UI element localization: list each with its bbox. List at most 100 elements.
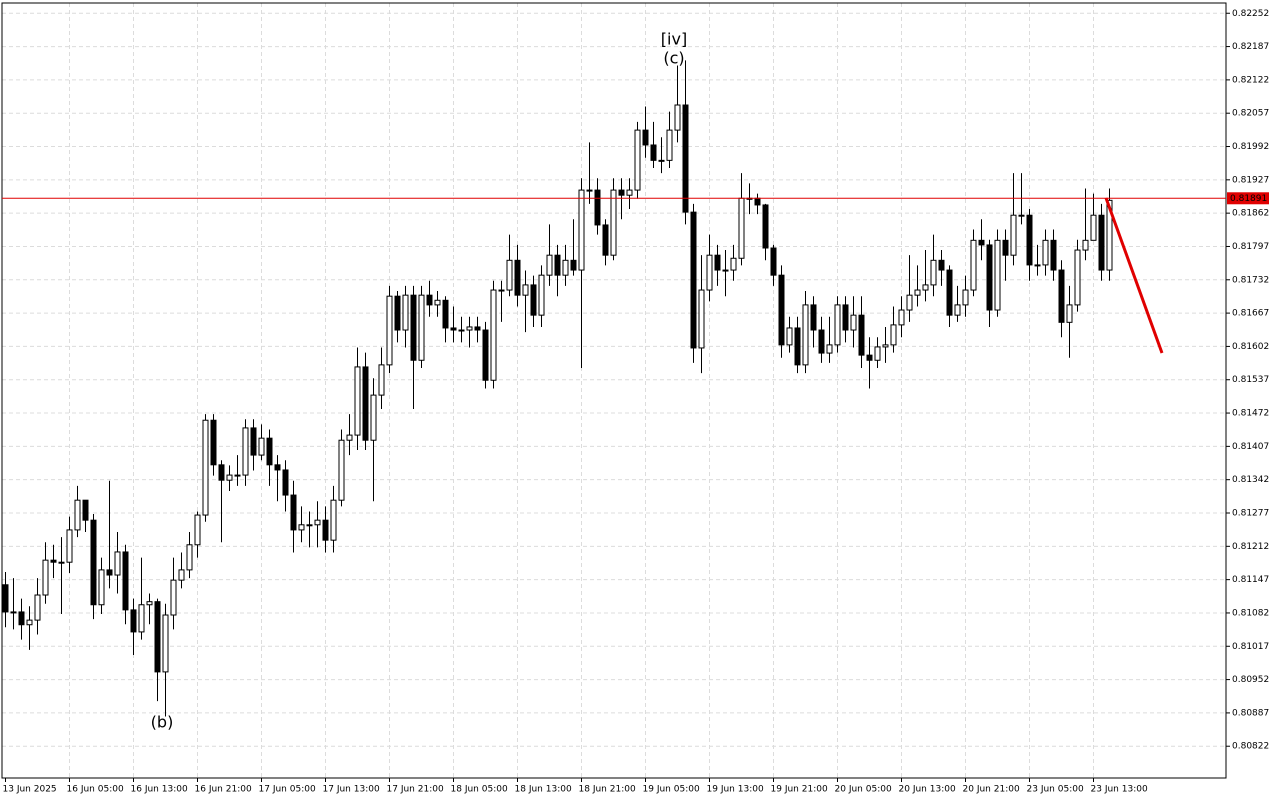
candle-body xyxy=(266,437,273,466)
candle-body xyxy=(50,559,57,563)
candle-body xyxy=(834,304,841,346)
candle-body xyxy=(618,189,625,196)
x-tick-label: 13 Jun 2025 xyxy=(3,785,57,795)
y-tick-label: 0.82122 xyxy=(1232,75,1269,85)
x-tick-label: 19 Jun 05:00 xyxy=(643,785,700,795)
candle-body xyxy=(442,299,449,329)
x-tick-label: 19 Jun 21:00 xyxy=(771,785,828,795)
candle-body xyxy=(594,189,601,226)
candle-body xyxy=(1018,214,1025,217)
candle-body xyxy=(1058,269,1065,323)
candle-body xyxy=(666,129,673,161)
x-tick-label: 16 Jun 05:00 xyxy=(67,785,124,795)
x-tick-label: 23 Jun 13:00 xyxy=(1091,785,1148,795)
candle-body xyxy=(138,604,145,633)
candle-body xyxy=(682,104,689,213)
candle-body xyxy=(146,601,153,606)
candle-body xyxy=(858,314,865,356)
candle-body xyxy=(450,327,457,331)
plot-frame xyxy=(1,2,1227,779)
y-tick-label: 0.81472 xyxy=(1232,409,1269,419)
candle-body xyxy=(810,304,817,331)
x-tick-label: 16 Jun 21:00 xyxy=(195,785,252,795)
candle-body xyxy=(242,427,249,476)
candle-body xyxy=(354,366,361,436)
candle-body xyxy=(946,269,953,316)
candle-body xyxy=(906,294,913,311)
candle-body xyxy=(818,329,825,354)
y-tick-label: 0.81277 xyxy=(1232,509,1269,519)
candle-body xyxy=(178,569,185,581)
y-tick-label: 0.81732 xyxy=(1232,275,1269,285)
candle-body xyxy=(274,464,281,471)
candle-body xyxy=(1082,239,1089,251)
candle-body xyxy=(698,289,705,349)
x-tick-label: 20 Jun 21:00 xyxy=(963,785,1020,795)
candle-body xyxy=(1026,214,1033,266)
candle-body xyxy=(586,189,593,192)
candle-body xyxy=(770,247,777,276)
candle-body xyxy=(314,519,321,526)
y-tick-label: 0.81407 xyxy=(1232,442,1269,452)
y-tick-label: 0.82252 xyxy=(1232,9,1269,19)
candle-body xyxy=(634,129,641,191)
candle-body xyxy=(722,269,729,272)
candle-body xyxy=(714,254,721,271)
candle-body xyxy=(962,289,969,306)
candle-body xyxy=(1098,214,1105,271)
candle-body xyxy=(418,294,425,361)
candle-body xyxy=(394,295,401,331)
y-tick-label: 0.81147 xyxy=(1232,575,1269,585)
candle-body xyxy=(554,254,561,276)
candle-body xyxy=(922,284,929,291)
candle-body xyxy=(58,561,65,564)
candle-body xyxy=(170,579,177,616)
x-tick-label: 16 Jun 13:00 xyxy=(131,785,188,795)
candle-body xyxy=(130,609,137,633)
candle-body xyxy=(1050,239,1057,271)
candle-body xyxy=(90,519,97,606)
candle-body xyxy=(506,259,513,291)
candle-body xyxy=(322,519,329,541)
candle-body xyxy=(2,584,9,613)
candle-body xyxy=(522,284,529,296)
candle-body xyxy=(1002,239,1009,256)
y-tick-label: 0.80822 xyxy=(1232,742,1269,752)
candle-body xyxy=(362,366,369,441)
candle-body xyxy=(82,499,89,521)
y-tick-label: 0.81602 xyxy=(1232,342,1269,352)
candle-body xyxy=(410,294,417,361)
candle-body xyxy=(754,197,761,206)
candle-body xyxy=(386,295,393,366)
candle-body xyxy=(970,239,977,291)
candle-body xyxy=(202,419,209,516)
candle-body xyxy=(882,344,889,348)
current-price-label: 0.81891 xyxy=(1230,194,1267,204)
candle-body xyxy=(466,326,473,331)
candle-body xyxy=(890,324,897,346)
candle-body xyxy=(930,259,937,286)
x-tick-label: 18 Jun 21:00 xyxy=(579,785,636,795)
candle-body xyxy=(42,559,49,596)
candle-body xyxy=(538,274,545,316)
candle-body xyxy=(650,144,657,161)
wave-label: (c) xyxy=(663,49,684,68)
candle-body xyxy=(234,474,241,477)
candle-body xyxy=(642,129,649,146)
wave-label: [iv] xyxy=(661,30,687,49)
y-tick-label: 0.81862 xyxy=(1232,209,1269,219)
candle-body xyxy=(626,189,633,196)
candle-body xyxy=(674,104,681,131)
candle-body xyxy=(282,469,289,496)
y-tick-label: 0.82057 xyxy=(1232,109,1269,119)
x-tick-label: 17 Jun 05:00 xyxy=(259,785,316,795)
candle-body xyxy=(578,189,585,271)
candle-body xyxy=(154,601,161,673)
y-tick-label: 0.81797 xyxy=(1232,242,1269,252)
candle-body xyxy=(306,524,313,527)
candle-body xyxy=(26,619,33,626)
y-tick-label: 0.81212 xyxy=(1232,542,1269,552)
candle-body xyxy=(370,394,377,441)
candle-body xyxy=(10,611,17,614)
candle-body xyxy=(218,464,225,481)
